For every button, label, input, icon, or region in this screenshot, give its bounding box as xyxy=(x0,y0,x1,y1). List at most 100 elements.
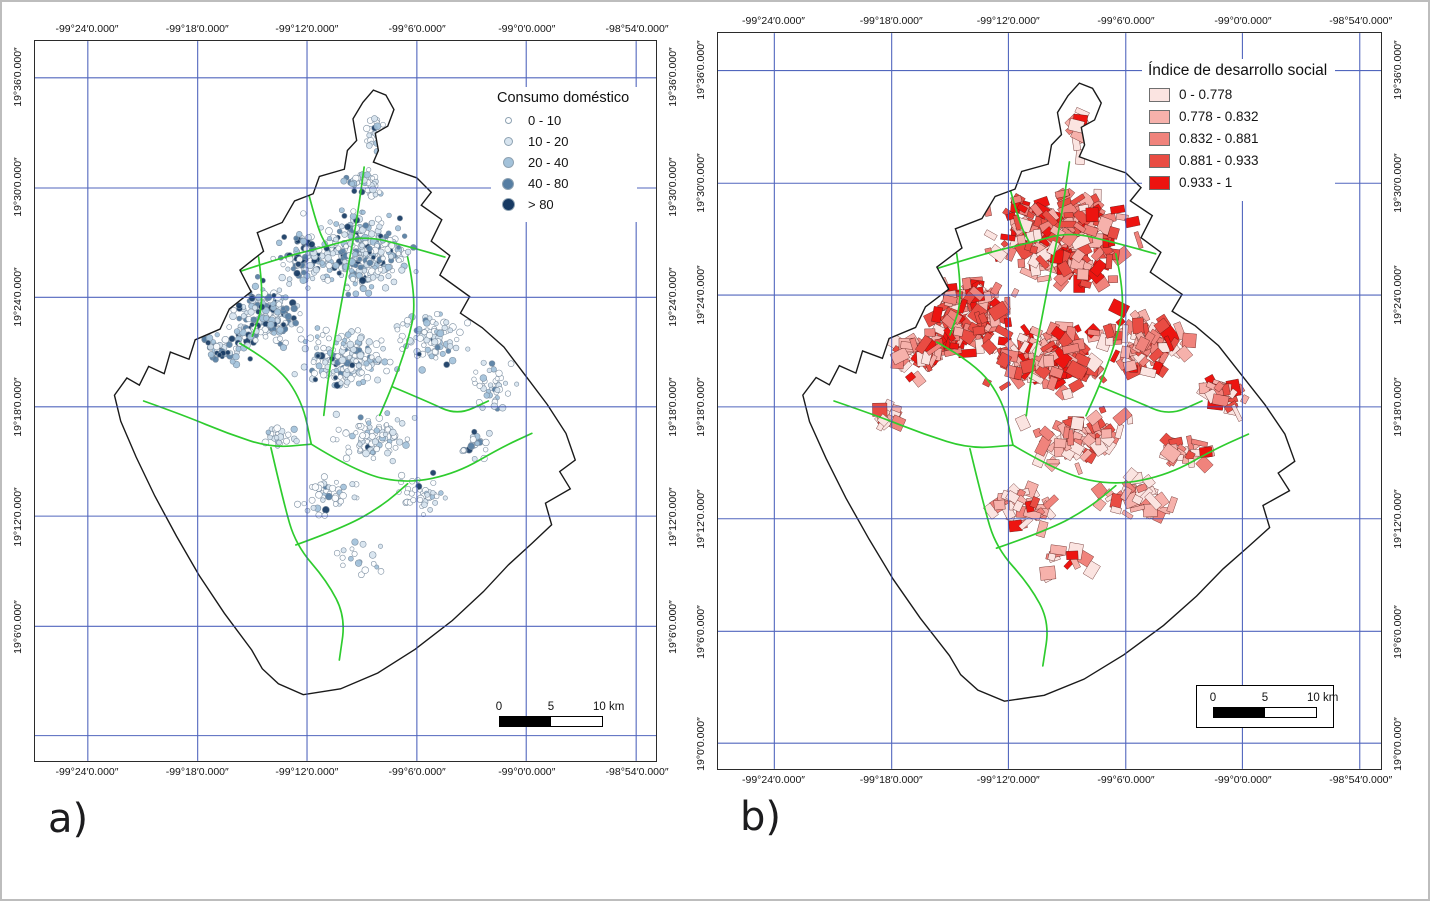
graduated-circle-swatch xyxy=(503,137,513,146)
y-axis-label-right: 19°36′0.000″ xyxy=(667,47,679,107)
map-panel-a: Consumo doméstico 0 - 10 10 - 20 20 - 40 40 … xyxy=(34,40,657,762)
x-axis-label-top: -99°12′0.000″ xyxy=(275,23,339,35)
legend-item: 0.778 - 0.832 xyxy=(1148,109,1327,124)
district-boundaries xyxy=(833,161,1250,667)
city-boundary xyxy=(802,82,1296,702)
legend-item-label: 20 - 40 xyxy=(528,155,569,170)
panel-a-label: a) xyxy=(48,796,89,842)
legend-swatch-cell xyxy=(497,177,519,190)
legend-item: 40 - 80 xyxy=(497,176,629,191)
scale-bar-tick-label: 5 xyxy=(547,701,555,713)
x-axis-label-bottom: -99°12′0.000″ xyxy=(976,774,1040,786)
map-panel-b: Índice de desarrollo social 0 - 0.778 0.77… xyxy=(717,32,1382,770)
x-axis-label-bottom: -99°12′0.000″ xyxy=(275,766,339,778)
legend-swatch-cell xyxy=(1148,131,1170,146)
x-axis-label-bottom: -99°18′0.000″ xyxy=(165,766,229,778)
x-axis-label-bottom: -99°24′0.000″ xyxy=(55,766,119,778)
legend-item-label: 10 - 20 xyxy=(528,134,569,149)
legend-title: Consumo doméstico xyxy=(497,90,630,106)
x-axis-label-top: -99°0′0.000″ xyxy=(498,23,556,35)
x-axis-label-top: -99°24′0.000″ xyxy=(742,15,806,27)
x-axis-label-bottom: -99°0′0.000″ xyxy=(498,766,556,778)
city-boundary xyxy=(113,89,577,696)
x-axis-label-top: -99°6′0.000″ xyxy=(1097,15,1155,27)
legend-item-label: 0.832 - 0.881 xyxy=(1179,131,1259,146)
color-class-swatch xyxy=(1148,175,1170,190)
scale-bar-tick-label: 5 xyxy=(1261,692,1269,704)
scale-bar-tick-label: 0 xyxy=(1209,692,1217,704)
color-class-swatch xyxy=(1148,131,1170,146)
scale-bar-white-segment xyxy=(551,717,602,726)
x-axis-label-top: -98°54′0.000″ xyxy=(1329,15,1393,27)
graduated-circle-swatch xyxy=(504,117,512,124)
legend-title: Índice de desarrollo social xyxy=(1148,62,1328,79)
scale-bar-labels: 0 5 10 km xyxy=(495,701,625,716)
legend-item-label: 0.778 - 0.832 xyxy=(1179,109,1259,124)
scale-bar-tick-label: 0 xyxy=(495,701,503,713)
scale-bar: 0 5 10 km xyxy=(495,701,625,727)
scale-bar-bar xyxy=(1213,707,1317,718)
x-axis-label-top: -99°18′0.000″ xyxy=(859,15,923,27)
y-axis-label-right: 19°12′0.000″ xyxy=(667,486,679,547)
x-axis-label-top: -99°18′0.000″ xyxy=(165,23,229,35)
scale-bar-black-segment xyxy=(1214,708,1265,717)
scale-bar: 0 5 10 km xyxy=(1196,685,1339,728)
graduated-circle-swatch xyxy=(502,157,514,168)
legend-item-label: 0.933 - 1 xyxy=(1179,175,1233,190)
y-axis-label-left: 19°24′0.000″ xyxy=(12,267,24,327)
scale-bar-tick-label: 10 km xyxy=(1306,692,1339,704)
legend-item-label: 40 - 80 xyxy=(528,176,569,191)
legend-swatch-cell xyxy=(1148,87,1170,102)
scale-bar-tick-label: 10 km xyxy=(592,701,625,713)
x-axis-label-bottom: -99°18′0.000″ xyxy=(859,774,923,786)
x-axis-label-bottom: -99°6′0.000″ xyxy=(1097,774,1155,786)
scale-bar-bar xyxy=(499,716,603,727)
y-axis-label-right: 19°6′0.000″ xyxy=(667,600,679,654)
map-a-canvas xyxy=(35,41,656,761)
y-axis-label-left: 19°18′0.000″ xyxy=(12,377,24,437)
y-axis-label-right: 19°0′0.000″ xyxy=(1392,717,1404,771)
legend-item-label: > 80 xyxy=(528,197,554,212)
x-axis-label-top: -99°0′0.000″ xyxy=(1214,15,1272,27)
y-axis-label-left: 19°6′0.000″ xyxy=(695,605,707,659)
x-axis-label-bottom: -99°6′0.000″ xyxy=(388,766,446,778)
y-axis-label-right: 19°18′0.000″ xyxy=(667,377,679,437)
graticule-grid xyxy=(718,33,1381,769)
graduated-circle-swatch xyxy=(502,177,514,190)
scale-bar-black-segment xyxy=(500,717,551,726)
scale-bar-labels: 0 5 10 km xyxy=(1209,692,1339,707)
y-axis-label-right: 19°18′0.000″ xyxy=(1392,377,1404,437)
legend-a: Consumo doméstico 0 - 10 10 - 20 20 - 40 40 … xyxy=(491,87,638,222)
y-axis-label-right: 19°30′0.000″ xyxy=(667,157,679,218)
legend-item-label: 0 - 10 xyxy=(528,113,562,128)
legend-swatch-cell xyxy=(497,117,519,124)
y-axis-label-right: 19°12′0.000″ xyxy=(1392,489,1404,549)
y-axis-label-right: 19°6′0.000″ xyxy=(1392,605,1404,659)
panel-b-label: b) xyxy=(740,794,781,840)
y-axis-label-left: 19°30′0.000″ xyxy=(695,152,707,213)
legend-item: 0.881 - 0.933 xyxy=(1148,153,1327,168)
legend-item-label: 0.881 - 0.933 xyxy=(1179,153,1259,168)
y-axis-label-right: 19°24′0.000″ xyxy=(1392,264,1404,325)
color-class-swatch xyxy=(1148,109,1170,124)
legend-item: > 80 xyxy=(497,197,629,212)
color-class-swatch xyxy=(1148,153,1170,168)
x-axis-label-bottom: -98°54′0.000″ xyxy=(1329,774,1393,786)
x-axis-label-top: -98°54′0.000″ xyxy=(605,23,669,35)
legend-swatch-cell xyxy=(497,137,519,146)
legend-item: 0 - 10 xyxy=(497,113,629,128)
color-class-swatch xyxy=(1148,87,1170,102)
legend-swatch-cell xyxy=(1148,109,1170,124)
y-axis-label-left: 19°36′0.000″ xyxy=(695,39,707,100)
y-axis-label-left: 19°24′0.000″ xyxy=(695,264,707,325)
legend-item: 10 - 20 xyxy=(497,134,629,149)
y-axis-label-left: 19°0′0.000″ xyxy=(695,717,707,771)
legend-b: Índice de desarrollo social 0 - 0.778 0.77… xyxy=(1142,59,1336,201)
y-axis-label-left: 19°30′0.000″ xyxy=(12,157,24,218)
graduated-circle-swatch xyxy=(501,198,515,211)
legend-item: 0.832 - 0.881 xyxy=(1148,131,1327,146)
y-axis-label-left: 19°6′0.000″ xyxy=(12,600,24,654)
legend-swatch-cell xyxy=(497,198,519,211)
y-axis-label-left: 19°12′0.000″ xyxy=(695,489,707,549)
